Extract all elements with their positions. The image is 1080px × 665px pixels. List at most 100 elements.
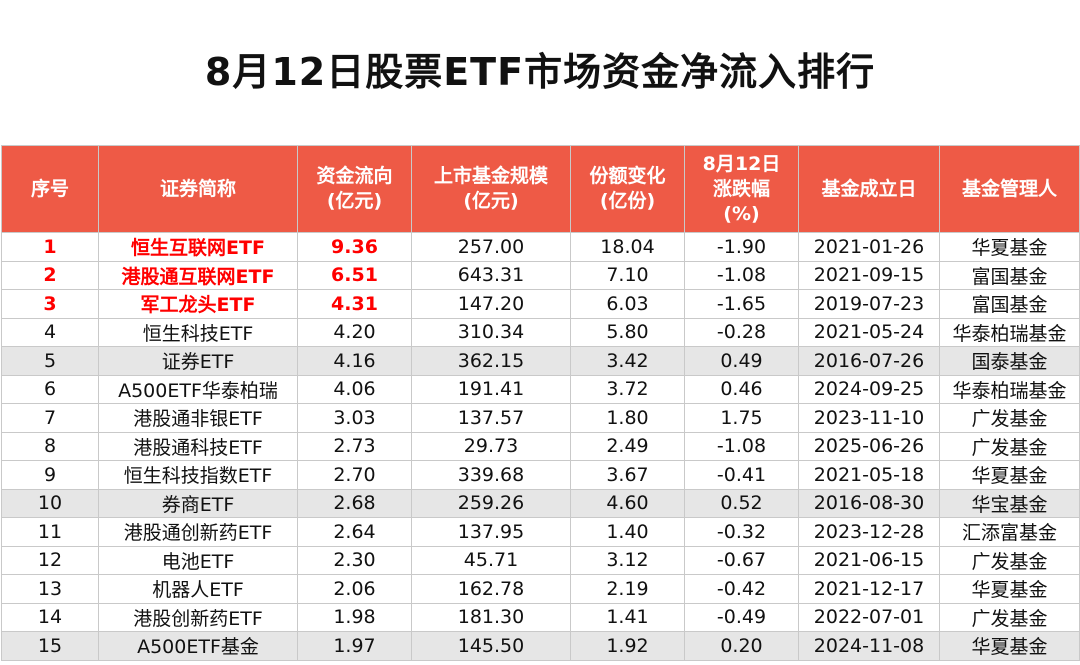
- cell-manager: 广发基金: [939, 403, 1080, 433]
- cell-change: -0.41: [684, 460, 799, 490]
- cell-share: 1.41: [570, 602, 685, 632]
- cell-manager: 富国基金: [939, 289, 1080, 319]
- header-change-line: 8月12日: [702, 152, 781, 175]
- cell-scale: 145.50: [411, 631, 571, 661]
- cell-scale: 257.00: [411, 232, 571, 262]
- cell-scale: 339.68: [411, 460, 571, 490]
- cell-change: -1.65: [684, 289, 799, 319]
- cell-scale: 147.20: [411, 289, 571, 319]
- table-row: 2 港股通互联网ETF 6.51 643.31 7.10 -1.08 2021-09-15 富…: [1, 260, 1080, 290]
- cell-scale: 310.34: [411, 317, 571, 347]
- cell-date: 2024-11-08: [798, 631, 940, 661]
- cell-flow: 6.51: [297, 260, 412, 290]
- table-row: 6 A500ETF华泰柏瑞 4.06 191.41 3.72 0.46 2024-09-25…: [1, 374, 1080, 404]
- cell-scale: 191.41: [411, 374, 571, 404]
- cell-rank: 4: [1, 317, 99, 347]
- header-scale-line: 上市基金规模: [433, 165, 548, 187]
- cell-rank: 15: [1, 631, 99, 661]
- cell-flow: 2.30: [297, 545, 412, 575]
- cell-flow: 2.70: [297, 460, 412, 490]
- cell-manager: 华夏基金: [939, 232, 1080, 262]
- table-row: 11 港股通创新药ETF 2.64 137.95 1.40 -0.32 2023-12-28…: [1, 517, 1080, 547]
- header-share-line: (亿份): [599, 190, 656, 212]
- cell-change: -0.67: [684, 545, 799, 575]
- cell-share: 2.49: [570, 431, 685, 461]
- cell-name: 恒生科技ETF: [98, 317, 298, 347]
- header-manager: 基金管理人: [939, 145, 1080, 233]
- cell-flow: 4.20: [297, 317, 412, 347]
- cell-scale: 643.31: [411, 260, 571, 290]
- cell-name: 港股通创新药ETF: [98, 517, 298, 547]
- table-row: 1 恒生互联网ETF 9.36 257.00 18.04 -1.90 2021-01-26 华…: [1, 232, 1080, 262]
- cell-name: 港股创新药ETF: [98, 602, 298, 632]
- cell-date: 2021-09-15: [798, 260, 940, 290]
- table-row: 10 券商ETF 2.68 259.26 4.60 0.52 2016-08-30 华宝基金: [1, 488, 1080, 518]
- cell-flow: 2.64: [297, 517, 412, 547]
- cell-manager: 汇添富基金: [939, 517, 1080, 547]
- cell-date: 2016-07-26: [798, 346, 940, 376]
- header-change-line: (%): [723, 202, 760, 225]
- cell-manager: 华夏基金: [939, 460, 1080, 490]
- cell-scale: 362.15: [411, 346, 571, 376]
- cell-flow: 4.31: [297, 289, 412, 319]
- cell-change: -0.32: [684, 517, 799, 547]
- cell-share: 5.80: [570, 317, 685, 347]
- cell-name: 证券ETF: [98, 346, 298, 376]
- table-body: 1 恒生互联网ETF 9.36 257.00 18.04 -1.90 2021-01-26 华…: [1, 232, 1080, 661]
- cell-change: -0.42: [684, 574, 799, 604]
- header-rank: 序号: [1, 145, 99, 233]
- cell-manager: 广发基金: [939, 602, 1080, 632]
- cell-manager: 广发基金: [939, 545, 1080, 575]
- header-flow: 资金流向 (亿元): [297, 145, 412, 233]
- cell-flow: 4.16: [297, 346, 412, 376]
- cell-name: 恒生科技指数ETF: [98, 460, 298, 490]
- cell-scale: 137.57: [411, 403, 571, 433]
- cell-date: 2021-01-26: [798, 232, 940, 262]
- cell-name: 港股通科技ETF: [98, 431, 298, 461]
- cell-manager: 华夏基金: [939, 631, 1080, 661]
- cell-manager: 华宝基金: [939, 488, 1080, 518]
- cell-date: 2025-06-26: [798, 431, 940, 461]
- cell-share: 2.19: [570, 574, 685, 604]
- cell-scale: 259.26: [411, 488, 571, 518]
- cell-name: 军工龙头ETF: [98, 289, 298, 319]
- header-change-line: 涨跌幅: [712, 177, 770, 200]
- cell-scale: 181.30: [411, 602, 571, 632]
- cell-rank: 11: [1, 517, 99, 547]
- cell-manager: 华夏基金: [939, 574, 1080, 604]
- cell-name: 券商ETF: [98, 488, 298, 518]
- cell-flow: 2.73: [297, 431, 412, 461]
- cell-date: 2021-05-18: [798, 460, 940, 490]
- table-row: 13 机器人ETF 2.06 162.78 2.19 -0.42 2021-12-17 华夏基…: [1, 574, 1080, 604]
- cell-change: -0.28: [684, 317, 799, 347]
- cell-rank: 9: [1, 460, 99, 490]
- cell-flow: 1.97: [297, 631, 412, 661]
- cell-date: 2021-12-17: [798, 574, 940, 604]
- cell-manager: 国泰基金: [939, 346, 1080, 376]
- cell-manager: 华泰柏瑞基金: [939, 317, 1080, 347]
- cell-date: 2016-08-30: [798, 488, 940, 518]
- cell-share: 3.12: [570, 545, 685, 575]
- cell-date: 2021-06-15: [798, 545, 940, 575]
- cell-rank: 8: [1, 431, 99, 461]
- cell-change: -1.90: [684, 232, 799, 262]
- cell-share: 1.40: [570, 517, 685, 547]
- header-share-line: 份额变化: [589, 165, 666, 187]
- page-title: 8月12日股票ETF市场资金净流入排行: [204, 50, 876, 94]
- cell-flow: 4.06: [297, 374, 412, 404]
- header-scale: 上市基金规模 (亿元): [411, 145, 571, 233]
- header-share: 份额变化 (亿份): [570, 145, 685, 233]
- cell-name: 港股通互联网ETF: [98, 260, 298, 290]
- table-row: 5 证券ETF 4.16 362.15 3.42 0.49 2016-07-26 国泰基金: [1, 346, 1080, 376]
- header-flow-line: 资金流向: [316, 165, 393, 187]
- cell-manager: 华泰柏瑞基金: [939, 374, 1080, 404]
- cell-change: 1.75: [684, 403, 799, 433]
- cell-share: 6.03: [570, 289, 685, 319]
- cell-flow: 2.68: [297, 488, 412, 518]
- cell-share: 18.04: [570, 232, 685, 262]
- cell-name: A500ETF基金: [98, 631, 298, 661]
- cell-change: 0.49: [684, 346, 799, 376]
- cell-share: 3.72: [570, 374, 685, 404]
- cell-flow: 3.03: [297, 403, 412, 433]
- cell-rank: 2: [1, 260, 99, 290]
